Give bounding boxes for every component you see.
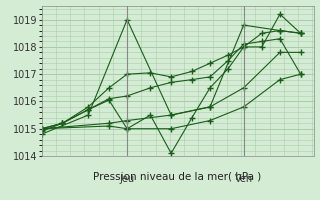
- Text: Jeu: Jeu: [120, 174, 135, 184]
- X-axis label: Pression niveau de la mer( hPa ): Pression niveau de la mer( hPa ): [93, 172, 262, 182]
- Text: Ven: Ven: [235, 174, 253, 184]
